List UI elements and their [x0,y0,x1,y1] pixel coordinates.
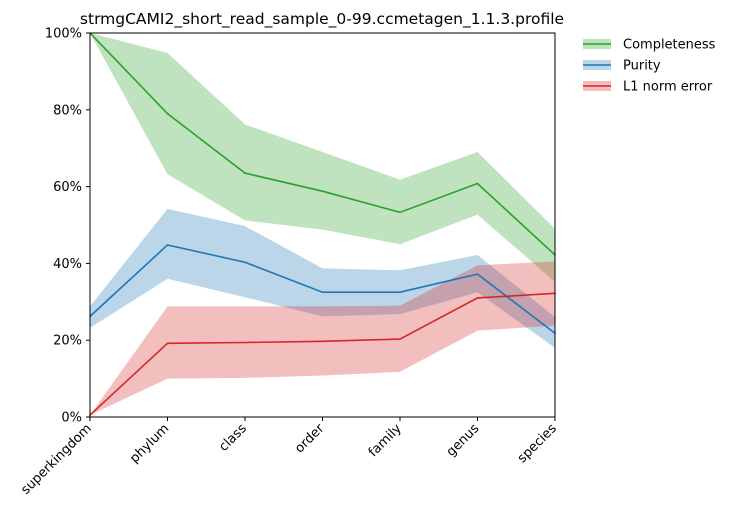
completeness-point-class [244,172,246,174]
l1-norm-error-point-genus [476,297,479,299]
completeness-legend-label: Completeness [623,38,716,53]
completeness-point-phylum [166,112,169,115]
l1-norm-error-band [90,261,555,416]
completeness-point-family [399,211,401,214]
purity-point-class [244,261,246,264]
purity-point-order [321,291,324,294]
legend: Completeness Purity L1 norm error [583,38,716,95]
y-tick-label: 60% [53,180,82,195]
completeness-point-order [321,190,324,193]
l1-norm-error-point-family [399,338,401,340]
purity-legend-label: Purity [623,59,661,74]
purity-band [90,208,555,348]
purity-point-phylum [166,244,169,246]
y-axis: 0% 20% 40% 60% 80% 100% [45,27,90,426]
purity-point-genus [476,273,479,275]
confidence-bands [90,33,555,416]
l1-norm-error-legend-label: L1 norm error [623,80,713,95]
y-tick-label: 80% [53,103,82,118]
completeness-point-genus [476,182,479,185]
y-tick-label: 100% [45,27,82,42]
l1-norm-error-point-class [244,341,246,344]
series-lines [89,32,556,416]
l1-norm-error-point-phylum [166,342,169,345]
completeness-band [90,33,555,282]
y-tick-label: 40% [53,257,82,272]
chart-title: strmgCAMI2_short_read_sample_0-99.ccmeta… [80,10,564,29]
l1-norm-error-point-order [321,340,324,343]
y-tick-label: 20% [53,334,82,349]
y-tick-label: 0% [61,411,82,426]
purity-point-family [399,291,401,294]
